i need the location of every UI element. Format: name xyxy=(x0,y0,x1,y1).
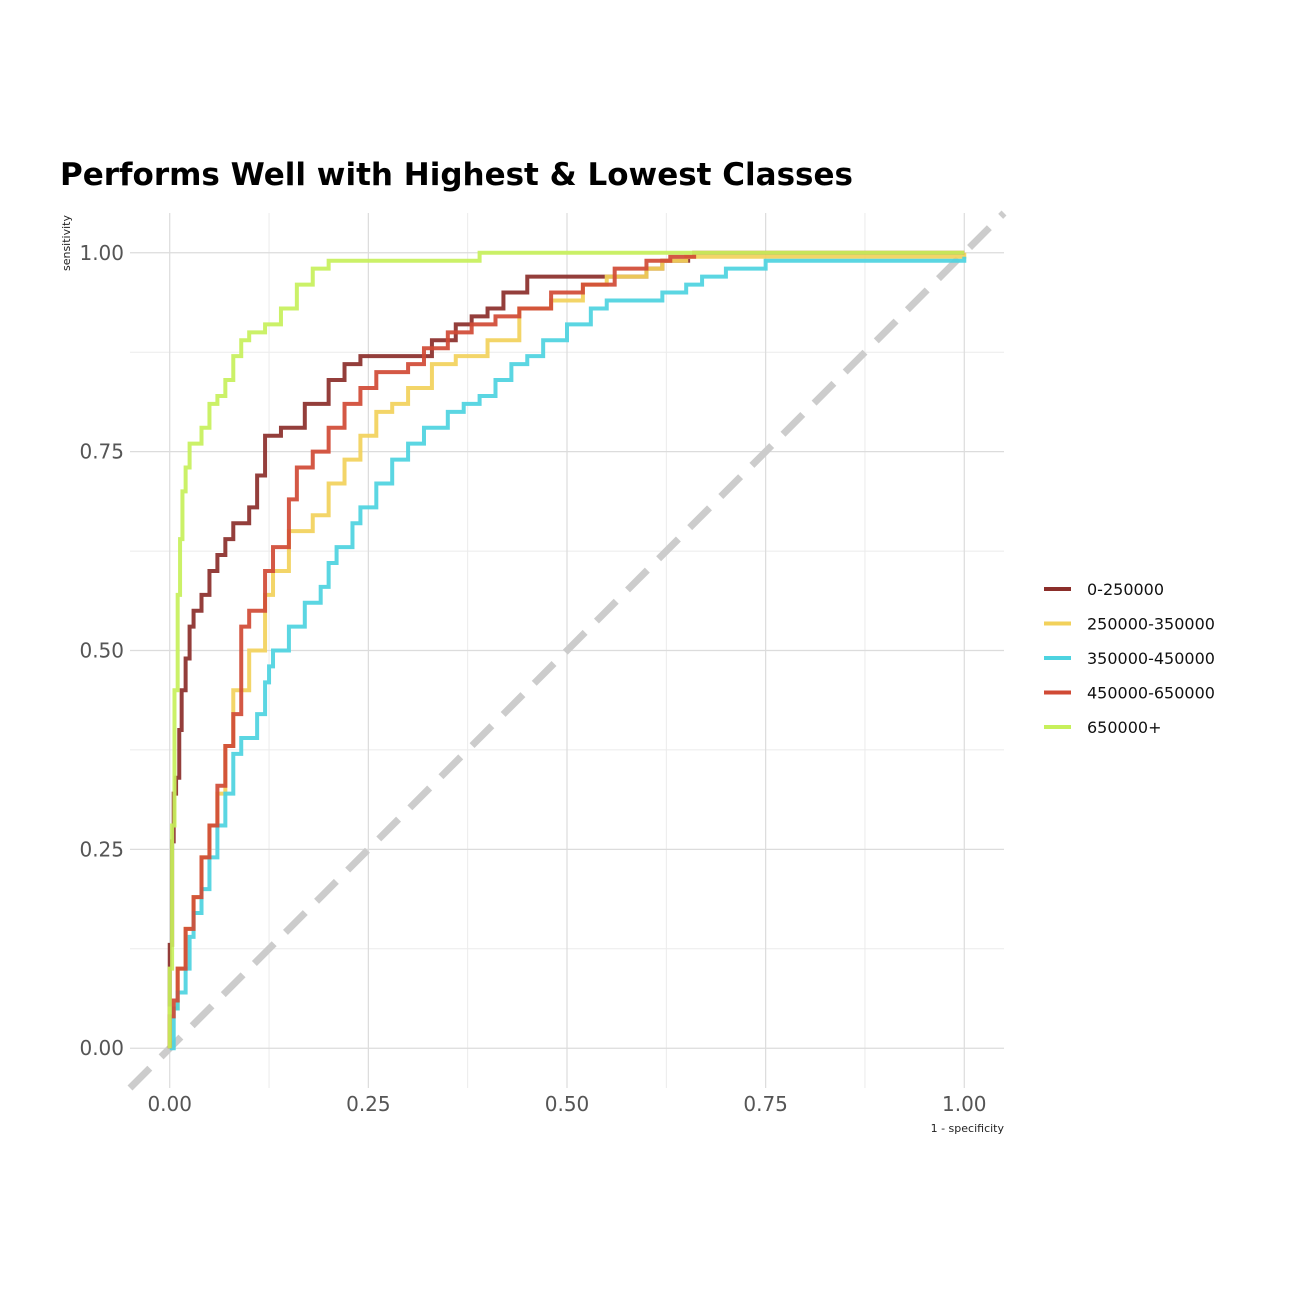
series-line-0-250000 xyxy=(167,258,691,1049)
tick-labels: 0.00 0.25 0.50 0.75 1.00 0.00 0.25 0.50 0.75 1.00 xyxy=(79,241,986,1116)
x-axis-title: 1 - specificity xyxy=(931,1122,1005,1135)
series-line-650000+ xyxy=(167,250,965,1049)
x-tick-label: 1.00 xyxy=(942,1092,987,1116)
x-tick-label: 0.75 xyxy=(743,1092,788,1116)
x-tick-label: 0.50 xyxy=(545,1092,590,1116)
reference-line xyxy=(127,210,1007,1091)
legend-label: 0-250000 xyxy=(1087,580,1164,599)
legend-label: 250000-350000 xyxy=(1087,615,1215,634)
reference-diagonal xyxy=(127,210,1007,1091)
y-tick-label: 0.25 xyxy=(79,837,124,861)
legend-label: 350000-450000 xyxy=(1087,649,1215,668)
legend: 0-250000 250000-350000 350000-450000 450000… xyxy=(1044,580,1215,737)
series-line-450000-650000 xyxy=(167,250,965,1049)
y-tick-label: 0.75 xyxy=(79,440,124,464)
legend-label: 450000-650000 xyxy=(1087,684,1215,703)
x-tick-label: 0.25 xyxy=(346,1092,391,1116)
chart-title: Performs Well with Highest & Lowest Clas… xyxy=(60,157,853,193)
series-line-350000-450000 xyxy=(169,256,967,1051)
series-lines xyxy=(167,250,967,1051)
y-tick-label: 0.00 xyxy=(79,1036,124,1060)
legend-label: 650000+ xyxy=(1087,718,1161,737)
y-axis-title: sensitivity xyxy=(60,215,73,272)
y-tick-label: 1.00 xyxy=(79,241,124,265)
y-tick-label: 0.50 xyxy=(79,639,124,663)
x-tick-label: 0.00 xyxy=(147,1092,192,1116)
